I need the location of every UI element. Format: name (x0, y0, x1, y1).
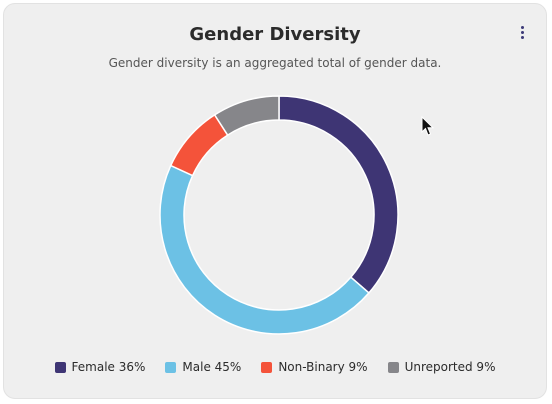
legend-swatch-non-binary (261, 361, 273, 373)
mouse-pointer-icon (421, 116, 435, 136)
legend-label-female: Female 36% (71, 360, 146, 374)
kebab-menu-icon[interactable] (516, 26, 528, 44)
legend-label-male: Male 45% (182, 360, 242, 374)
legend-item-unreported[interactable]: Unreported 9% (387, 360, 496, 374)
donut-slice-female[interactable] (278, 95, 399, 294)
card-subtitle: Gender diversity is an aggregated total … (108, 56, 442, 70)
donut-chart (159, 95, 399, 335)
legend-item-female[interactable]: Female 36% (54, 360, 146, 374)
card-title: Gender Diversity (189, 24, 361, 45)
legend-item-non-binary[interactable]: Non-Binary 9% (261, 360, 368, 374)
gender-diversity-card: Gender Diversity Gender diversity is an … (3, 3, 547, 399)
chart-legend: Female 36% Male 45% Non-Binary 9% Unrepo… (4, 360, 546, 374)
donut-slice-unreported[interactable] (213, 95, 280, 137)
legend-label-non-binary: Non-Binary 9% (278, 360, 368, 374)
legend-swatch-unreported (387, 361, 399, 373)
donut-slice-non-binary[interactable] (169, 113, 229, 177)
legend-swatch-female (54, 361, 66, 373)
legend-label-unreported: Unreported 9% (404, 360, 496, 374)
legend-swatch-male (165, 361, 177, 373)
legend-item-male[interactable]: Male 45% (165, 360, 241, 374)
donut-slice-male[interactable] (159, 164, 370, 335)
